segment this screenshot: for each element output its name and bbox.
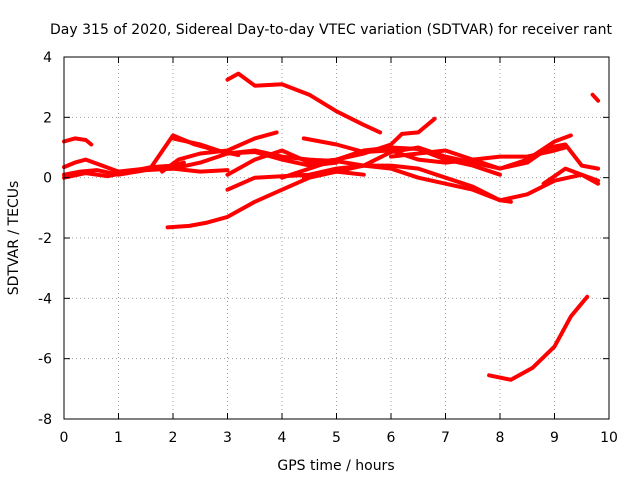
x-tick-label: 5 bbox=[332, 430, 341, 446]
x-axis-label: GPS time / hours bbox=[277, 458, 394, 474]
y-tick-label: 4 bbox=[43, 50, 52, 66]
y-tick-label: 0 bbox=[43, 171, 52, 187]
x-tick-label: 10 bbox=[600, 430, 618, 446]
series-line-track-18 bbox=[590, 92, 601, 103]
chart-title: Day 315 of 2020, Sidereal Day-to-day VTE… bbox=[50, 22, 612, 38]
y-tick-labels: -8 -6 -4 -2 0 2 4 bbox=[38, 50, 52, 428]
series-line-track-11 bbox=[225, 71, 383, 135]
x-tick-label: 7 bbox=[441, 430, 450, 446]
series-layer bbox=[62, 71, 601, 382]
axis-ticks bbox=[63, 56, 610, 420]
y-tick-label: 2 bbox=[43, 110, 52, 126]
y-tick-label: -8 bbox=[38, 412, 52, 428]
series-line-track-9 bbox=[225, 163, 513, 204]
series-line-track-17 bbox=[487, 294, 590, 382]
series-line-track-8 bbox=[165, 169, 366, 230]
x-tick-label: 8 bbox=[496, 430, 505, 446]
x-tick-label: 3 bbox=[223, 430, 232, 446]
y-axis-label: SDTVAR / TECUs bbox=[6, 181, 22, 296]
series-line-track-14 bbox=[301, 133, 573, 180]
x-tick-label: 2 bbox=[169, 430, 178, 446]
series-line-track-6 bbox=[160, 130, 279, 174]
series-line-track-13 bbox=[280, 116, 437, 180]
series-line-track-7 bbox=[171, 136, 601, 203]
y-tick-label: -2 bbox=[38, 231, 52, 247]
x-tick-labels: 0 1 2 3 4 5 6 7 8 9 10 bbox=[60, 430, 618, 446]
series-line-track-1 bbox=[62, 136, 94, 147]
x-tick-label: 4 bbox=[278, 430, 287, 446]
y-tick-label: -4 bbox=[38, 291, 52, 307]
x-tick-label: 6 bbox=[387, 430, 396, 446]
y-tick-label: -6 bbox=[38, 352, 52, 368]
x-tick-label: 1 bbox=[114, 430, 123, 446]
x-tick-label: 0 bbox=[60, 430, 69, 446]
series-line-track-15 bbox=[389, 142, 601, 171]
x-tick-label: 9 bbox=[550, 430, 559, 446]
series-line-track-16 bbox=[541, 166, 601, 186]
grid bbox=[63, 56, 610, 420]
